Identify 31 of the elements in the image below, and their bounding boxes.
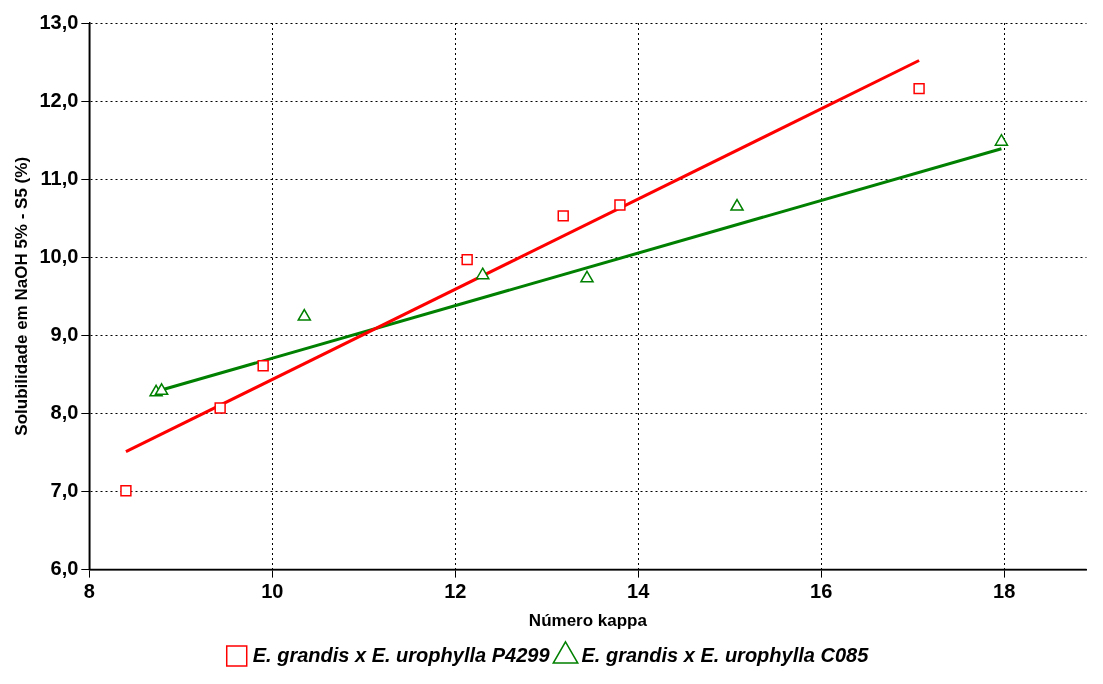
y-tick-label: 7,0 xyxy=(50,479,79,502)
y-tick-label: 8,0 xyxy=(50,400,79,423)
x-tick-label: 10 xyxy=(261,580,284,603)
x-tick-label: 12 xyxy=(444,580,467,603)
point xyxy=(214,402,226,414)
point xyxy=(297,308,312,321)
point xyxy=(730,198,744,211)
legend-label: E. grandis x E. urophylla P4299 xyxy=(252,643,551,666)
point xyxy=(557,210,569,222)
y-tick-label: 11,0 xyxy=(40,166,79,189)
x-tick-label: 18 xyxy=(993,580,1016,603)
point xyxy=(257,360,269,372)
x-axis-title: Número kappa xyxy=(528,611,648,631)
point xyxy=(913,82,925,95)
point xyxy=(994,133,1009,146)
y-tick-label: 6,0 xyxy=(50,557,79,580)
point xyxy=(475,267,490,280)
point xyxy=(580,270,594,283)
point xyxy=(120,485,132,497)
x-tick-label: 16 xyxy=(810,580,833,603)
point xyxy=(154,383,169,396)
y-tick-label: 10,0 xyxy=(39,244,79,267)
x-tick-label: 8 xyxy=(83,580,95,603)
y-tick-label: 12,0 xyxy=(39,88,79,111)
y-tick-label: 9,0 xyxy=(50,322,79,345)
legend-label: E. grandis x E. urophylla C085 xyxy=(581,643,870,666)
y-tick-label: 13,0 xyxy=(39,10,79,33)
point xyxy=(461,253,473,266)
x-tick-label: 14 xyxy=(627,580,651,603)
y-axis-title: Solubilidade em NaOH 5% - S5 (%) xyxy=(11,156,31,436)
point xyxy=(614,199,626,211)
